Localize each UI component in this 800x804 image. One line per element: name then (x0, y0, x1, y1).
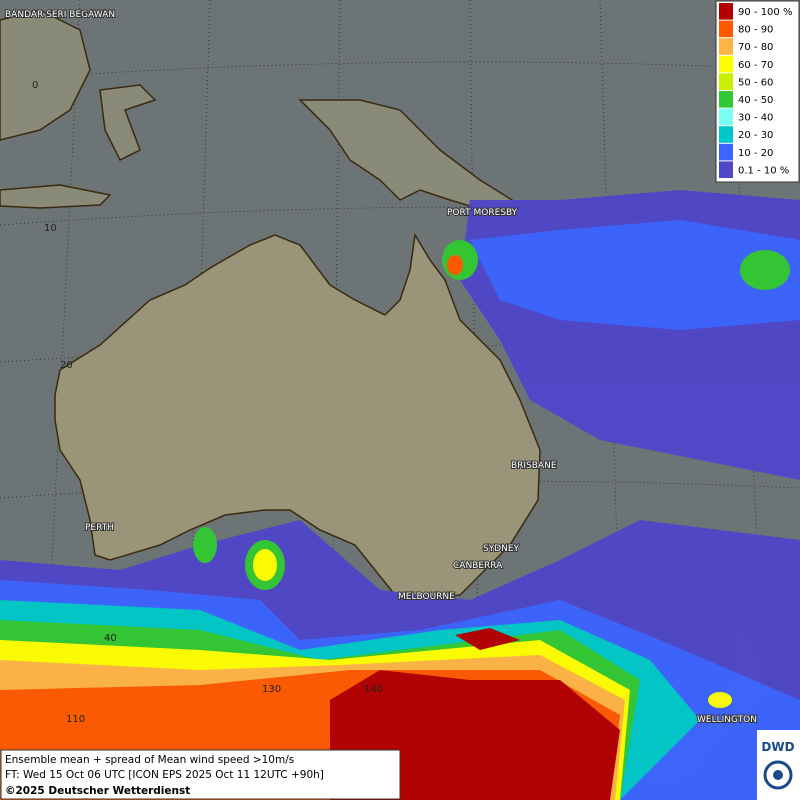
legend-label: 40 - 50 (738, 95, 773, 106)
legend-swatch (719, 161, 733, 178)
caption-line: Ensemble mean + spread of Mean wind spee… (5, 754, 294, 766)
legend-swatch (719, 126, 733, 143)
caption-line: ©2025 Deutscher Wetterdienst (5, 785, 190, 797)
legend-swatch (719, 73, 733, 90)
legend-label: 60 - 70 (738, 60, 773, 71)
city-label: SYDNEY (483, 544, 520, 554)
city-label: MELBOURNE (398, 592, 455, 602)
legend-label: 70 - 80 (738, 42, 773, 53)
legend-swatch (719, 91, 733, 108)
logo-icon (763, 760, 793, 790)
grid-label: 40 (104, 633, 117, 644)
city-label: BRISBANE (511, 461, 557, 471)
logo-icon (773, 770, 783, 780)
legend-swatch (719, 38, 733, 55)
legend-label: 50 - 60 (738, 77, 773, 88)
legend-swatch (719, 20, 733, 38)
legend-swatch (719, 108, 733, 126)
city-label: CANBERRA (453, 561, 503, 571)
legend-swatch (719, 143, 733, 161)
city-label: BANDAR SERI BEGAWAN (5, 10, 115, 20)
grid-label: 140 (364, 684, 383, 695)
city-label: PERTH (85, 523, 114, 533)
caption-box (0, 749, 401, 800)
city-label: PORT MORESBY (447, 208, 518, 218)
legend: 90 - 100 % 80 - 90 70 - 80 60 - 70 50 - 60 40… (715, 0, 800, 183)
legend-swatch (719, 55, 733, 73)
legend-label: 20 - 30 (738, 130, 773, 141)
legend-label: 80 - 90 (738, 25, 773, 36)
grid-label: 0 (32, 80, 38, 91)
grid-label: 20 (60, 360, 73, 371)
grid-label: 10 (44, 223, 57, 234)
grid-label: 110 (66, 714, 85, 725)
caption-line: FT: Wed 15 Oct 06 UTC [ICON EPS 2025 Oct… (5, 769, 324, 781)
legend-swatch (719, 3, 733, 20)
legend-label: 10 - 20 (738, 148, 773, 159)
city-label: WELLINGTON (697, 715, 757, 725)
logo: DWD (761, 740, 794, 754)
legend-label: 90 - 100 % (738, 7, 792, 18)
grid-label: 130 (262, 684, 281, 695)
legend-label: 0.1 - 10 % (738, 165, 789, 176)
probability-field (0, 190, 800, 800)
legend-label: 30 - 40 (738, 113, 773, 124)
